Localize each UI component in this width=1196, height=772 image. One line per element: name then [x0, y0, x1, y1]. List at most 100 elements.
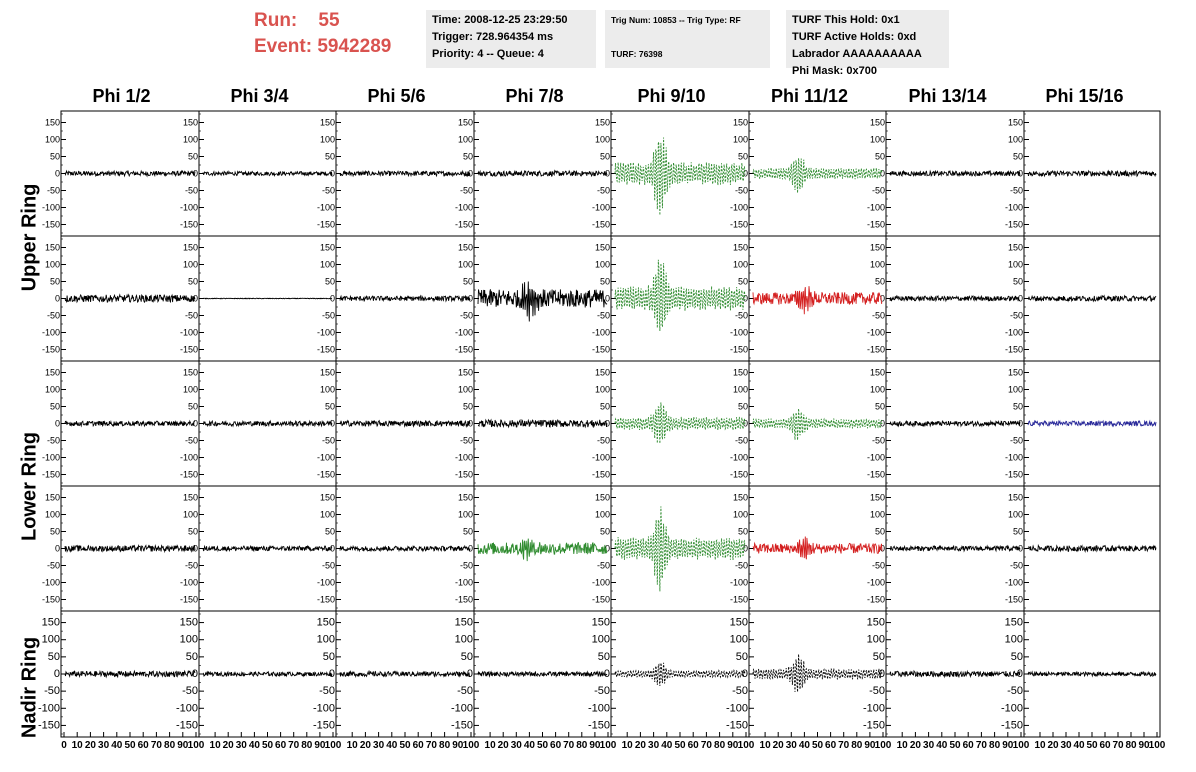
y-tick-label: -150	[317, 470, 335, 480]
y-tick-label: 100	[595, 510, 610, 520]
y-tick-label: 100	[458, 385, 473, 395]
x-tick-label: 30	[511, 740, 523, 751]
y-tick-label: 150	[870, 243, 885, 253]
y-tick-label: 50	[463, 152, 473, 162]
x-tick-label: 90	[864, 740, 876, 751]
x-tick-label: 30	[1060, 740, 1072, 751]
waveform-trace	[477, 538, 608, 562]
y-tick-label: -150	[592, 220, 610, 230]
x-tick-label: 10	[347, 740, 359, 751]
y-tick-label: -150	[592, 595, 610, 605]
y-tick-label: 100	[595, 135, 610, 145]
y-tick-label: -150	[588, 719, 610, 731]
x-tick-label: 0	[61, 740, 67, 751]
y-tick-label: -100	[867, 328, 885, 338]
y-tick-label: -150	[1005, 345, 1023, 355]
column-title-phi-9-10: Phi 9/10	[637, 86, 706, 106]
y-tick-label: 150	[595, 493, 610, 503]
waveform-trace	[339, 169, 471, 178]
y-tick-label: 0	[55, 544, 60, 554]
x-tick-label: 40	[1073, 740, 1085, 751]
y-tick-label: 100	[458, 510, 473, 520]
y-tick-label: 100	[320, 135, 335, 145]
y-tick-label: -50	[735, 436, 748, 446]
waveform-trace	[614, 402, 746, 444]
y-tick-label: 0	[468, 419, 473, 429]
x-tick-label: 20	[635, 740, 647, 751]
x-tick-label: 60	[413, 740, 425, 751]
y-tick-label: -100	[592, 453, 610, 463]
y-tick-label: 100	[1008, 135, 1023, 145]
y-tick-label: 0	[879, 668, 885, 680]
y-tick-label: 150	[45, 243, 60, 253]
y-tick-label: -50	[1010, 561, 1023, 571]
waveform-trace	[889, 544, 1021, 553]
waveform-trace	[202, 544, 333, 553]
y-tick-label: -50	[594, 685, 610, 697]
y-tick-label: 50	[325, 152, 335, 162]
waveform-trace	[752, 654, 883, 692]
y-tick-label: -150	[42, 345, 60, 355]
y-tick-label: 50	[875, 152, 885, 162]
y-tick-label: 50	[600, 527, 610, 537]
x-tick-label: 70	[976, 740, 988, 751]
x-tick-label: 50	[262, 740, 274, 751]
y-tick-label: -100	[180, 453, 198, 463]
y-tick-label: -150	[592, 345, 610, 355]
y-tick-label: 0	[193, 169, 198, 179]
column-title-phi-3-4: Phi 3/4	[230, 86, 289, 106]
waveform-trace	[202, 670, 333, 678]
turf-info-box: TURF This Hold: 0x1 TURF Active Holds: 0…	[786, 10, 949, 77]
waveform-trace	[614, 506, 746, 592]
y-tick-label: -50	[185, 561, 198, 571]
x-tick-label: 80	[576, 740, 588, 751]
y-tick-label: -100	[726, 702, 748, 714]
y-tick-label: -100	[180, 578, 198, 588]
y-tick-label: 150	[870, 493, 885, 503]
y-tick-label: -150	[592, 470, 610, 480]
y-tick-label: -100	[867, 203, 885, 213]
x-tick-label: 30	[923, 740, 935, 751]
y-tick-label: -50	[1010, 186, 1023, 196]
x-tick-label: 100	[875, 740, 892, 751]
time-line: Time: 2008-12-25 23:29:50	[432, 14, 568, 26]
y-tick-label: -100	[730, 328, 748, 338]
turf-hold-line: TURF This Hold: 0x1	[792, 14, 900, 26]
waveform-trace	[1027, 670, 1157, 678]
x-tick-label: 80	[439, 740, 451, 751]
y-tick-label: -50	[322, 186, 335, 196]
x-tick-label: 40	[799, 740, 811, 751]
waveform-trace	[202, 170, 333, 178]
waveform-trace	[339, 544, 471, 553]
x-tick-label: 70	[151, 740, 163, 751]
y-tick-label: 100	[592, 634, 610, 646]
y-tick-label: 0	[468, 294, 473, 304]
x-tick-label: 80	[1125, 740, 1137, 751]
time-info-box: Time: 2008-12-25 23:29:50 Trigger: 728.9…	[426, 10, 596, 68]
y-tick-label: -150	[867, 220, 885, 230]
y-tick-label: 150	[320, 368, 335, 378]
waveform-trace	[64, 293, 196, 304]
y-tick-label: -150	[42, 220, 60, 230]
y-tick-label: -50	[47, 561, 60, 571]
y-tick-label: 50	[736, 651, 748, 663]
y-tick-label: -50	[182, 685, 198, 697]
y-tick-label: -50	[47, 436, 60, 446]
y-tick-label: -100	[1005, 328, 1023, 338]
x-tick-label: 80	[301, 740, 313, 751]
y-tick-label: 150	[458, 368, 473, 378]
y-tick-label: 100	[320, 260, 335, 270]
y-tick-label: -150	[863, 719, 885, 731]
y-tick-label: 50	[875, 402, 885, 412]
y-tick-label: 100	[1008, 260, 1023, 270]
y-tick-label: -150	[867, 595, 885, 605]
x-tick-label: 40	[111, 740, 123, 751]
y-tick-label: 0	[605, 419, 610, 429]
y-tick-label: -150	[180, 220, 198, 230]
waveform-trace	[64, 544, 196, 554]
y-tick-label: -50	[457, 685, 473, 697]
y-tick-label: 0	[330, 544, 335, 554]
y-tick-label: 100	[870, 510, 885, 520]
x-tick-label: 20	[1047, 740, 1059, 751]
y-tick-label: 50	[600, 402, 610, 412]
